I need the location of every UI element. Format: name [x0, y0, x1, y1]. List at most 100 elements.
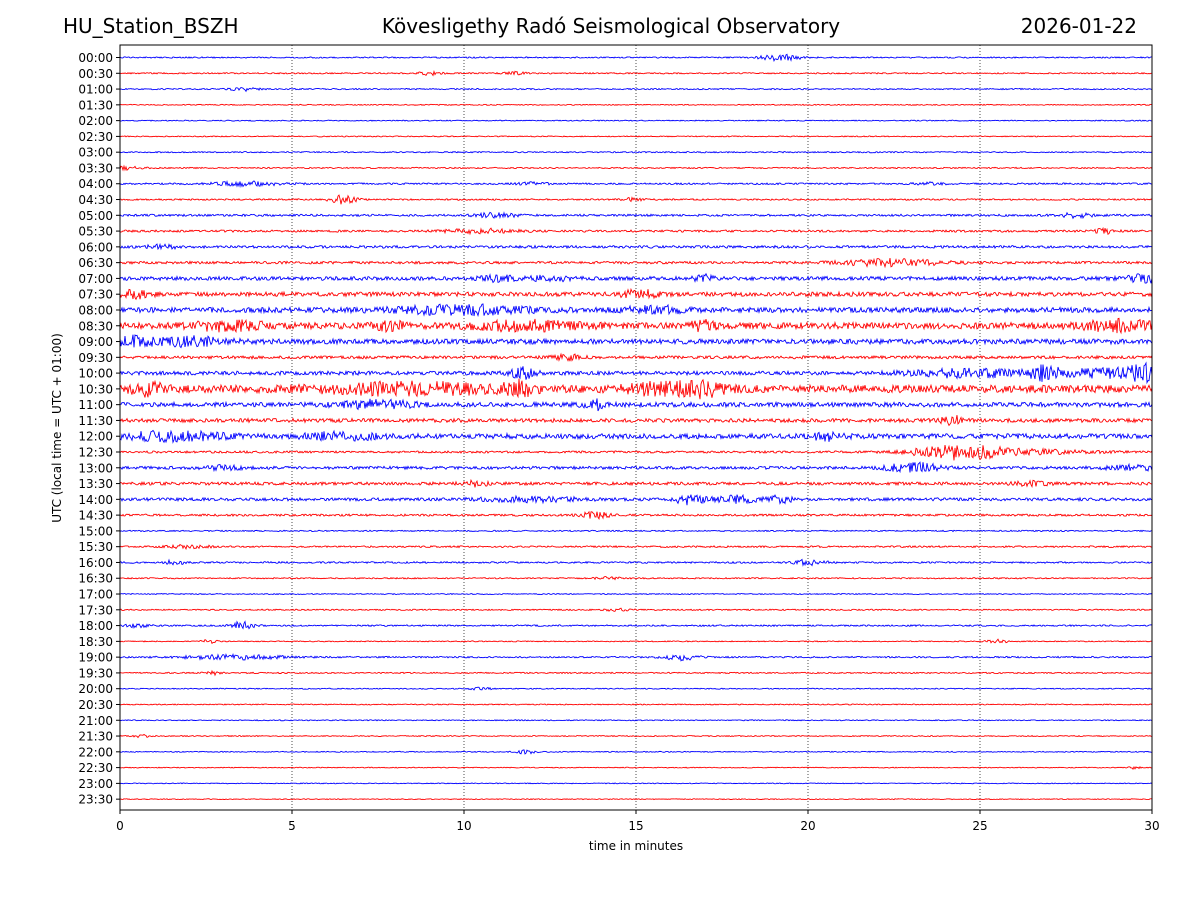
y-tick-label: 20:00 — [78, 682, 113, 696]
y-tick-label: 05:00 — [78, 209, 113, 223]
trace-1800 — [119, 620, 1153, 630]
trace-2000 — [119, 686, 1153, 691]
y-tick-label: 13:00 — [78, 461, 113, 475]
y-tick-label: 09:00 — [78, 335, 113, 349]
trace-1330 — [119, 478, 1153, 489]
trace-1730 — [119, 607, 1153, 612]
y-tick-label: 15:30 — [78, 540, 113, 554]
trace-1930 — [119, 669, 1153, 677]
trace-1230 — [119, 444, 1153, 461]
x-ticks: 0 5 10 15 20 25 30 — [116, 810, 1160, 833]
y-tick-label: 00:00 — [78, 51, 113, 65]
y-tick-label: 08:00 — [78, 303, 113, 317]
y-tick-label: 04:30 — [78, 193, 113, 207]
trace-2200 — [119, 749, 1153, 755]
y-tick-label: 22:30 — [78, 761, 113, 775]
y-tick-label: 03:00 — [78, 146, 113, 160]
trace-1900 — [119, 652, 1153, 662]
trace-2100 — [119, 719, 1153, 722]
trace-1130 — [119, 415, 1153, 427]
y-tick-label: 18:00 — [78, 619, 113, 633]
y-tick-label: 06:00 — [78, 240, 113, 254]
trace-0900 — [119, 334, 1153, 349]
trace-1300 — [119, 461, 1153, 474]
y-tick-label: 18:30 — [78, 635, 113, 649]
y-tick-label: 19:00 — [78, 651, 113, 665]
y-tick-label: 19:30 — [78, 666, 113, 680]
trace-0000 — [119, 53, 1153, 62]
trace-0030 — [119, 70, 1153, 77]
trace-0600 — [119, 242, 1153, 251]
y-tick-label: 00:30 — [78, 67, 113, 81]
y-tick-label: 10:30 — [78, 382, 113, 396]
y-tick-label: 10:00 — [78, 367, 113, 381]
x-tick-label: 15 — [628, 819, 643, 833]
trace-1000 — [119, 361, 1153, 385]
y-tick-label: 07:30 — [78, 288, 113, 302]
trace-0700 — [119, 272, 1153, 284]
trace-0100 — [119, 86, 1153, 93]
y-tick-label: 16:00 — [78, 556, 113, 570]
trace-1830 — [119, 638, 1153, 645]
trace-0530 — [119, 226, 1153, 236]
traces — [119, 53, 1153, 801]
trace-0430 — [119, 194, 1153, 205]
y-tick-label: 14:00 — [78, 493, 113, 507]
x-tick-label: 10 — [456, 819, 471, 833]
trace-0830 — [119, 317, 1153, 335]
y-tick-label: 08:30 — [78, 319, 113, 333]
trace-1600 — [119, 558, 1153, 567]
date-label: 2026-01-22 — [1020, 14, 1137, 38]
x-tick-label: 0 — [116, 819, 124, 833]
trace-1530 — [119, 543, 1153, 550]
y-tick-label: 12:30 — [78, 446, 113, 460]
y-tick-label: 21:30 — [78, 730, 113, 744]
y-tick-label: 16:30 — [78, 572, 113, 586]
y-tick-label: 23:00 — [78, 777, 113, 791]
trace-0330 — [119, 164, 1153, 172]
x-axis-label: time in minutes — [589, 839, 683, 853]
trace-1400 — [119, 493, 1153, 506]
grid-lines — [291, 45, 981, 810]
y-tick-label: 13:30 — [78, 477, 113, 491]
trace-0400 — [119, 179, 1153, 189]
y-tick-label: 09:30 — [78, 351, 113, 365]
trace-0730 — [119, 287, 1153, 301]
trace-0500 — [119, 211, 1153, 220]
trace-1200 — [119, 429, 1153, 444]
y-tick-label: 22:00 — [78, 745, 113, 759]
y-tick-label: 06:30 — [78, 256, 113, 270]
x-tick-label: 5 — [288, 819, 296, 833]
trace-0800 — [119, 303, 1153, 318]
y-tick-label: 03:30 — [78, 161, 113, 175]
y-tick-label: 23:30 — [78, 793, 113, 807]
trace-0630 — [119, 257, 1153, 269]
y-tick-label: 02:00 — [78, 114, 113, 128]
trace-0230 — [119, 135, 1153, 138]
y-tick-label: 11:00 — [78, 398, 113, 412]
trace-0200 — [119, 119, 1153, 122]
x-tick-label: 30 — [1144, 819, 1159, 833]
trace-1500 — [119, 529, 1152, 533]
x-tick-label: 20 — [800, 819, 815, 833]
trace-2230 — [119, 765, 1153, 770]
y-tick-label: 01:00 — [78, 83, 113, 97]
trace-1100 — [119, 398, 1153, 412]
trace-1700 — [119, 592, 1153, 596]
trace-1630 — [119, 576, 1153, 581]
y-tick-label: 20:30 — [78, 698, 113, 712]
trace-2330 — [119, 798, 1153, 801]
station-name: HU_Station_BSZH — [63, 14, 239, 38]
trace-0130 — [119, 103, 1153, 106]
y-tick-label: 02:30 — [78, 130, 113, 144]
y-tick-label: 17:00 — [78, 588, 113, 602]
y-tick-label: 21:00 — [78, 714, 113, 728]
y-tick-label: 11:30 — [78, 414, 113, 428]
y-tick-label: 17:30 — [78, 603, 113, 617]
trace-0300 — [119, 150, 1153, 154]
y-tick-label: 15:00 — [78, 524, 113, 538]
trace-2030 — [119, 703, 1153, 706]
observatory-title: Kövesligethy Radó Seismological Observat… — [381, 14, 841, 38]
